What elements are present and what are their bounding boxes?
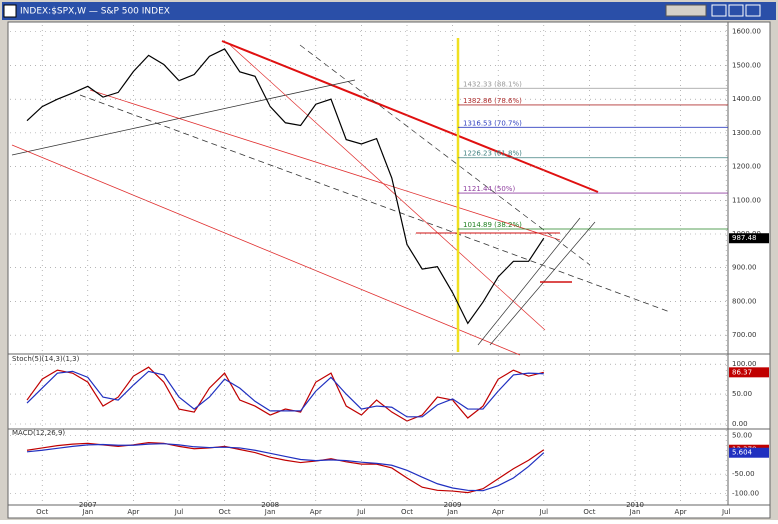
y-tick-label: 1600.00 — [732, 28, 761, 36]
trendline — [11, 144, 521, 356]
last-value-label: 86.37 — [732, 368, 752, 376]
y-tick-label: 1200.00 — [732, 163, 761, 171]
series-line — [26, 370, 544, 418]
y-tick-label: 100.00 — [732, 360, 757, 368]
y-tick-label: 1100.00 — [732, 196, 761, 204]
year-label: 2008 — [261, 501, 279, 509]
panel-title: Stoch(5)(14,3)(1,3) — [12, 355, 80, 363]
year-label: 2007 — [79, 501, 97, 509]
trendline — [229, 44, 546, 331]
x-tick-label: Jan — [264, 508, 276, 516]
y-tick-label: 1300.00 — [732, 129, 761, 137]
toolbar-button[interactable] — [665, 4, 707, 17]
trendline — [11, 79, 356, 156]
x-tick-label: Jan — [81, 508, 93, 516]
x-tick-label: Jul — [539, 508, 549, 516]
app-icon — [3, 4, 17, 18]
x-tick-label: Oct — [36, 508, 48, 516]
y-tick-label: 700.00 — [732, 331, 757, 339]
y-tick-label: 800.00 — [732, 297, 757, 305]
series-line — [26, 366, 544, 422]
x-tick-label: Jul — [356, 508, 366, 516]
fib-label: 1316.53 (70.7%) — [463, 119, 522, 127]
close-button[interactable] — [745, 4, 761, 17]
y-tick-label: -50.00 — [732, 470, 755, 478]
x-tick-label: Apr — [675, 508, 687, 516]
x-tick-label: Oct — [401, 508, 413, 516]
y-tick-label: 0.00 — [732, 420, 748, 428]
trendline — [79, 94, 671, 313]
series-line — [26, 443, 545, 492]
year-label: 2009 — [444, 501, 462, 509]
x-tick-label: Apr — [127, 508, 139, 516]
y-tick-label: 50.00 — [732, 390, 752, 398]
fib-label: 1014.89 (38.2%) — [463, 221, 522, 229]
series-line — [26, 48, 545, 325]
x-tick-label: Apr — [492, 508, 504, 516]
last-value-box — [729, 447, 769, 458]
y-tick-label: 1500.00 — [732, 61, 761, 69]
trendline — [299, 44, 591, 266]
y-tick-label: 900.00 — [732, 264, 757, 272]
trendlines — [11, 38, 671, 356]
last-value-box — [729, 233, 769, 244]
trendline — [477, 217, 581, 346]
series-line — [26, 441, 545, 494]
last-value-label: 987.48 — [732, 234, 757, 242]
fib-label: 1121.44 (50%) — [463, 185, 515, 193]
year-label: 2010 — [626, 501, 644, 509]
x-tick-label: Apr — [310, 508, 322, 516]
trendline — [89, 89, 561, 241]
minimize-button[interactable] — [711, 4, 727, 17]
window-buttons[interactable] — [665, 4, 761, 17]
title-bar — [2, 2, 776, 20]
fib-label: 1432.33 (88.1%) — [463, 80, 522, 88]
x-tick-label: Jul — [174, 508, 184, 516]
window-title: INDEX:$SPX,W — S&P 500 INDEX — [20, 7, 170, 17]
x-tick-label: Jan — [629, 508, 641, 516]
maximize-button[interactable] — [728, 4, 744, 17]
trendline — [489, 221, 596, 346]
fib-label: 1382.86 (78.6%) — [463, 97, 522, 105]
y-tick-label: 50.00 — [732, 432, 752, 440]
x-tick-label: Jul — [721, 508, 731, 516]
y-tick-label: -100.00 — [732, 489, 759, 497]
x-tick-label: Oct — [583, 508, 595, 516]
y-tick-label: 1400.00 — [732, 95, 761, 103]
panel-title: MACD(12,26,9) — [12, 429, 65, 437]
x-tick-label: Jan — [446, 508, 458, 516]
last-value-label: 5.604 — [732, 449, 753, 457]
last-value-box — [729, 367, 769, 378]
fib-label: 1226.23 (61.8%) — [463, 150, 522, 158]
chart-area — [7, 21, 771, 519]
x-tick-label: Oct — [219, 508, 231, 516]
